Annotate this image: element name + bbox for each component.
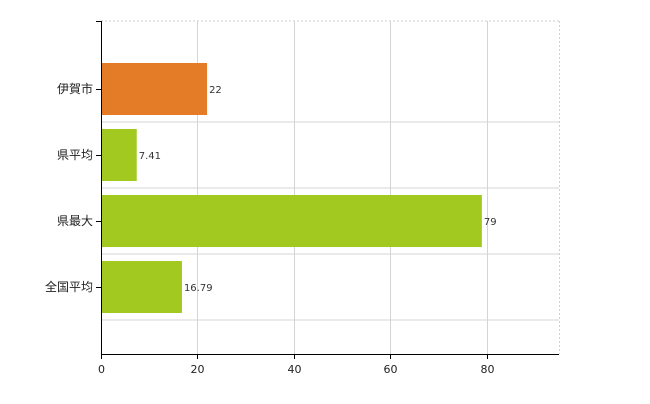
data-label: 22 [209, 85, 222, 96]
x-tick-label: 0 [98, 363, 105, 376]
category-label: 県最大 [57, 214, 93, 228]
bar [101, 129, 137, 181]
x-tick-label: 40 [288, 363, 302, 376]
bar [101, 63, 208, 115]
data-label: 16.79 [184, 283, 213, 294]
category-label: 全国平均 [45, 279, 93, 294]
data-label: 7.41 [139, 151, 161, 162]
x-tick-label: 80 [481, 363, 495, 376]
data-label: 79 [484, 217, 497, 228]
x-tick-label: 60 [384, 363, 398, 376]
labels: 22 伊賀市 7.41 県平均 79 県最大 16.79 全国平均 0 20 40 60 80 [45, 81, 497, 376]
axes [96, 21, 559, 359]
category-label: 伊賀市 [57, 81, 93, 96]
bar [101, 195, 482, 247]
bar [101, 261, 182, 313]
category-label: 県平均 [57, 148, 93, 162]
bars [101, 63, 482, 313]
x-tick-label: 20 [191, 363, 205, 376]
